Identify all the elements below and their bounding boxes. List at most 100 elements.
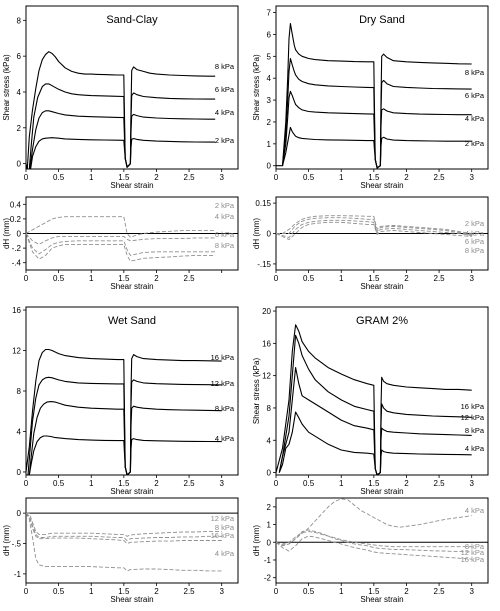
chart-panel-6: 0 0.5 1 1.5 2 2.5 3 0 4 8 12 16 20 Shear strain Shear … <box>252 306 489 496</box>
x-tick-label: 2 <box>154 173 159 182</box>
series-label: 12 kPa <box>461 548 485 557</box>
series-line-8-kpa <box>275 221 472 241</box>
y-tick-label: 4 <box>267 436 272 445</box>
series-line-6-kpa <box>28 83 216 170</box>
series-line-6-kpa <box>275 219 472 239</box>
series-label: 4 kPa <box>215 212 235 221</box>
y-tick-label: 0 <box>267 469 272 478</box>
x-tick-label: 2.5 <box>434 173 446 182</box>
y-tick-label: 0 <box>267 162 272 171</box>
x-tick-label: 1.5 <box>118 587 130 596</box>
x-tick-label: 2.5 <box>184 587 196 596</box>
x-axis-label: Shear strain <box>360 595 403 604</box>
x-tick-label: 0.5 <box>53 479 65 488</box>
series-label: 2 kPa <box>215 136 235 145</box>
x-tick-label: 3 <box>219 479 224 488</box>
x-tick-label: 0 <box>274 274 279 283</box>
y-axis-label: Shear stress (kPa) <box>252 54 261 121</box>
series-line-6-kpa <box>281 57 472 169</box>
y-tick-label: 8 <box>267 404 272 413</box>
y-tick-label: -.5 <box>12 540 22 549</box>
y-tick-label: 2 <box>267 503 272 512</box>
series-label: 6 kPa <box>215 85 235 94</box>
x-axis-label: Shear strain <box>110 181 153 190</box>
x-tick-label: 3 <box>469 173 474 182</box>
series-line-2-kpa <box>25 216 216 238</box>
x-tick-label: 2.5 <box>434 274 446 283</box>
y-tick-label: 20 <box>262 307 271 316</box>
x-tick-label: 1 <box>89 173 94 182</box>
series-line-4-kpa <box>278 411 472 476</box>
series-line-8-kpa <box>25 51 216 170</box>
chart-panel-7: 0 0.5 1 1.5 2 2.5 3 -1 -.5 0 Shear strain dH (mm) 12… <box>2 497 239 604</box>
series-label: 4 kPa <box>465 114 485 123</box>
y-tick-label: -1 <box>264 556 272 565</box>
y-tick-label: 6 <box>267 30 272 39</box>
x-tick-label: 0.5 <box>303 479 315 488</box>
y-tick-label: 4 <box>17 88 22 97</box>
x-tick-label: 0 <box>24 274 29 283</box>
chart-title: Dry Sand <box>359 14 405 26</box>
y-tick-label: -.15 <box>257 260 271 269</box>
y-tick-label: 16 <box>12 306 21 315</box>
x-tick-label: 0.5 <box>303 173 315 182</box>
x-tick-label: 1 <box>89 587 94 596</box>
series-label: 8 kPa <box>465 68 485 77</box>
series-label: 16 kPa <box>211 353 235 362</box>
y-tick-label: 8 <box>17 16 22 25</box>
series-line-8-kpa <box>28 401 222 476</box>
x-tick-label: 3 <box>219 587 224 596</box>
chart-panel-2: 0 0.5 1 1.5 2 2.5 3 0 1 2 3 4 5 6 7 Shear strain Shear s… <box>252 5 489 190</box>
x-tick-label: 1.5 <box>118 274 130 283</box>
x-axis-label: Shear strain <box>360 181 403 190</box>
series-line-8-kpa <box>278 367 472 476</box>
y-tick-label: -1 <box>14 570 22 579</box>
y-axis-label: Shear stress (kPa) <box>2 54 11 121</box>
series-label: 12 kPa <box>211 379 235 388</box>
x-tick-label: 1 <box>339 173 344 182</box>
y-tick-label: 4 <box>267 74 272 83</box>
x-tick-label: 3 <box>469 274 474 283</box>
x-axis-label: Shear strain <box>110 487 153 496</box>
series-line-4-kpa <box>28 435 222 476</box>
series-label: 4 kPa <box>465 229 485 238</box>
series-line-4-kpa <box>29 110 216 170</box>
x-tick-label: 2 <box>404 173 409 182</box>
series-label: 6 kPa <box>465 91 485 100</box>
series-label: 12 kPa <box>461 413 485 422</box>
x-tick-label: 0 <box>24 479 29 488</box>
x-tick-label: 1.5 <box>118 173 130 182</box>
y-tick-label: 0.4 <box>10 200 22 209</box>
series-label: 2 kPa <box>465 139 485 148</box>
y-tick-label: -.2 <box>12 244 22 253</box>
x-tick-label: 1 <box>89 479 94 488</box>
x-tick-label: 2 <box>154 479 159 488</box>
x-tick-label: 1 <box>339 587 344 596</box>
series-line-8-kpa <box>276 22 472 169</box>
x-tick-label: 0.5 <box>303 587 315 596</box>
series-label: 4 kPa <box>215 108 235 117</box>
x-tick-label: 0 <box>24 173 29 182</box>
series-line-2-kpa <box>281 126 472 169</box>
series-line-4-kpa <box>276 217 472 235</box>
series-label: 8 kPa <box>465 542 485 551</box>
y-tick-label: 5 <box>267 52 272 61</box>
series-label: 4 kPa <box>465 506 485 515</box>
x-tick-label: 2.5 <box>184 274 196 283</box>
x-tick-label: 0 <box>274 173 279 182</box>
series-label: 8 kPa <box>215 241 235 250</box>
series-label: 16 kPa <box>461 402 485 411</box>
chart-panel-1: 0 0.5 1 1.5 2 2.5 3 0 2 4 6 8 Shear strain Shear stre… <box>2 5 239 190</box>
chart-title: Wet Sand <box>108 315 156 327</box>
x-tick-label: 1.5 <box>368 173 380 182</box>
y-tick-label: 2 <box>267 118 272 127</box>
x-axis-label: Shear strain <box>110 595 153 604</box>
series-label: 2 kPa <box>215 201 235 210</box>
series-label: 16 kPa <box>211 531 235 540</box>
y-axis-label: Shear stress (kPa) <box>252 358 261 425</box>
series-line-4-kpa <box>25 512 222 572</box>
y-axis-label: dH (mm) <box>252 218 261 249</box>
y-tick-label: 16 <box>262 339 271 348</box>
y-tick-label: 0 <box>17 468 22 477</box>
x-tick-label: 2 <box>154 587 159 596</box>
